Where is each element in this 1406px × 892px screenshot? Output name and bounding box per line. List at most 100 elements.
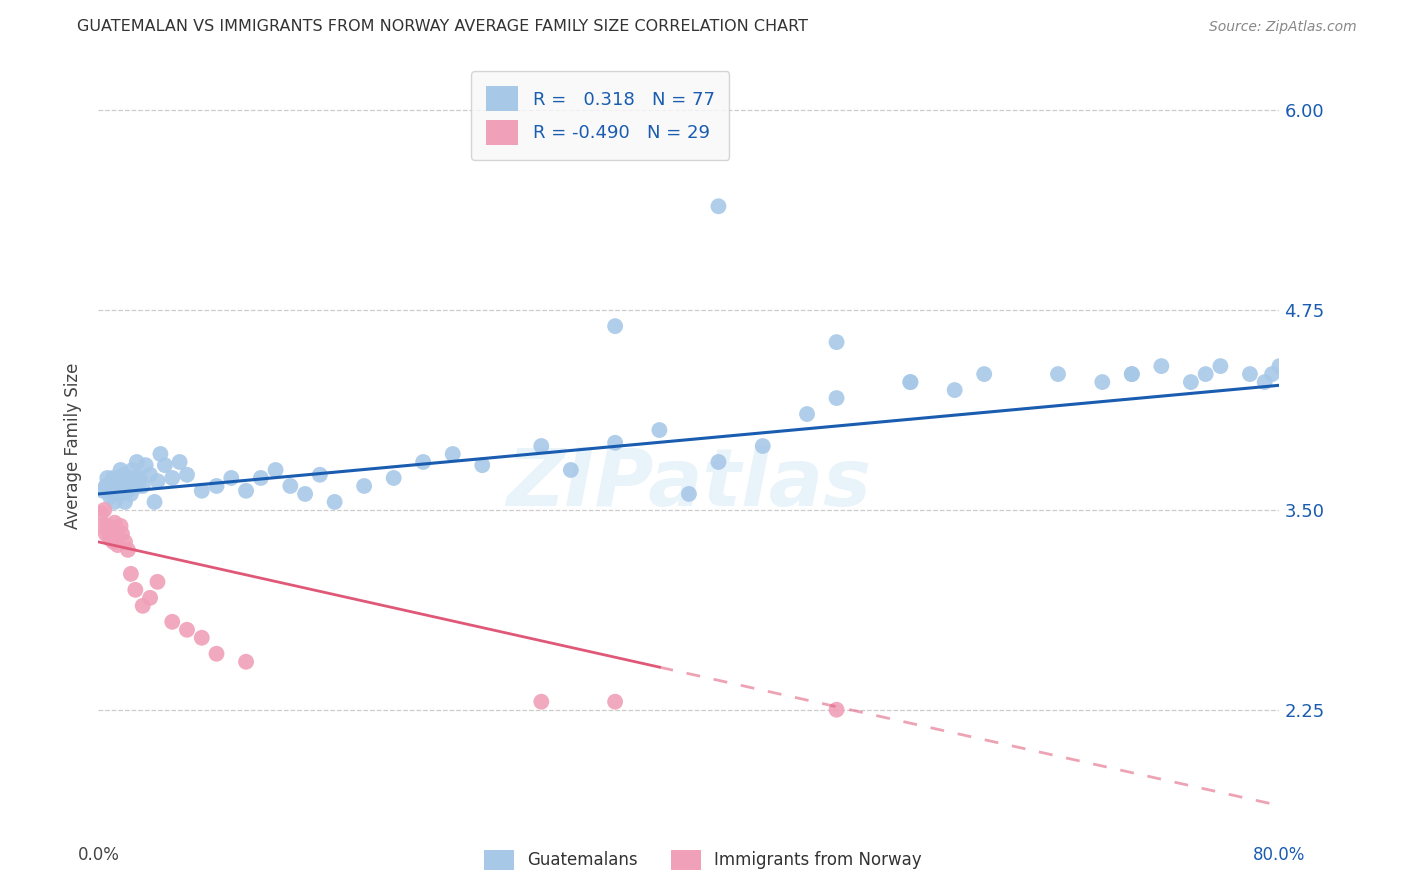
Point [530,439,553,453]
Point [752,439,775,453]
Point [132,479,155,493]
Point [114,495,136,509]
Point [205,479,228,493]
Point [1239,367,1261,381]
Point [1121,367,1143,381]
Point [143,495,166,509]
Point [93,503,115,517]
Y-axis label: Average Family Size: Average Family Size [63,363,82,529]
Point [146,574,169,589]
Point [96,519,118,533]
Point [605,695,627,709]
Point [132,599,155,613]
Point [441,447,464,461]
Point [191,631,214,645]
Point [605,435,627,450]
Point [943,383,966,397]
Point [235,483,257,498]
Point [530,695,553,709]
Text: 80.0%: 80.0% [1253,847,1306,864]
Point [900,375,922,389]
Point [110,463,132,477]
Point [91,519,114,533]
Point [471,458,494,473]
Text: 0.0%: 0.0% [77,847,120,864]
Point [96,471,118,485]
Point [124,582,146,597]
Point [97,527,120,541]
Point [91,483,114,498]
Point [111,527,134,541]
Point [100,487,122,501]
Point [1209,359,1232,373]
Point [104,495,127,509]
Point [412,455,434,469]
Point [560,463,582,477]
Point [100,522,122,536]
Point [127,479,149,493]
Point [796,407,818,421]
Point [264,463,287,477]
Point [825,391,848,405]
Point [90,506,112,520]
Point [707,455,730,469]
Point [1180,375,1202,389]
Point [605,319,627,334]
Point [1195,367,1218,381]
Point [103,471,125,485]
Point [1254,375,1277,389]
Point [118,471,141,485]
Point [1091,375,1114,389]
Point [382,471,405,485]
Point [1121,367,1143,381]
Point [162,615,183,629]
Point [221,471,243,485]
Point [1261,367,1284,381]
Point [162,471,183,485]
Point [280,479,302,493]
Point [120,566,142,581]
Point [176,467,198,482]
Point [114,534,136,549]
Point [146,474,169,488]
Point [115,474,138,488]
Point [105,479,128,493]
Point [678,487,700,501]
Point [309,467,332,482]
Point [900,375,922,389]
Point [94,527,117,541]
Point [648,423,671,437]
Point [323,495,346,509]
Point [120,487,142,501]
Point [128,471,150,485]
Point [139,591,162,605]
Point [1268,359,1291,373]
Text: ZIPatlas: ZIPatlas [506,445,872,524]
Point [1047,367,1070,381]
Point [135,458,157,473]
Point [121,463,143,477]
Point [191,483,214,498]
Point [169,455,191,469]
Point [973,367,995,381]
Legend: R =   0.318   N = 77, R = -0.490   N = 29: R = 0.318 N = 77, R = -0.490 N = 29 [471,71,730,160]
Point [110,487,132,501]
Point [1150,359,1173,373]
Point [353,479,375,493]
Point [124,471,146,485]
Point [105,527,128,541]
Point [103,534,125,549]
Point [235,655,257,669]
Point [111,479,134,493]
Point [112,467,135,482]
Legend: Guatemalans, Immigrants from Norway: Guatemalans, Immigrants from Norway [477,843,929,877]
Point [149,447,172,461]
Text: GUATEMALAN VS IMMIGRANTS FROM NORWAY AVERAGE FAMILY SIZE CORRELATION CHART: GUATEMALAN VS IMMIGRANTS FROM NORWAY AVE… [77,20,808,34]
Text: Source: ZipAtlas.com: Source: ZipAtlas.com [1209,21,1357,34]
Point [98,532,121,546]
Point [250,471,273,485]
Point [176,623,198,637]
Point [110,519,132,533]
Point [107,538,129,552]
Point [98,490,121,504]
